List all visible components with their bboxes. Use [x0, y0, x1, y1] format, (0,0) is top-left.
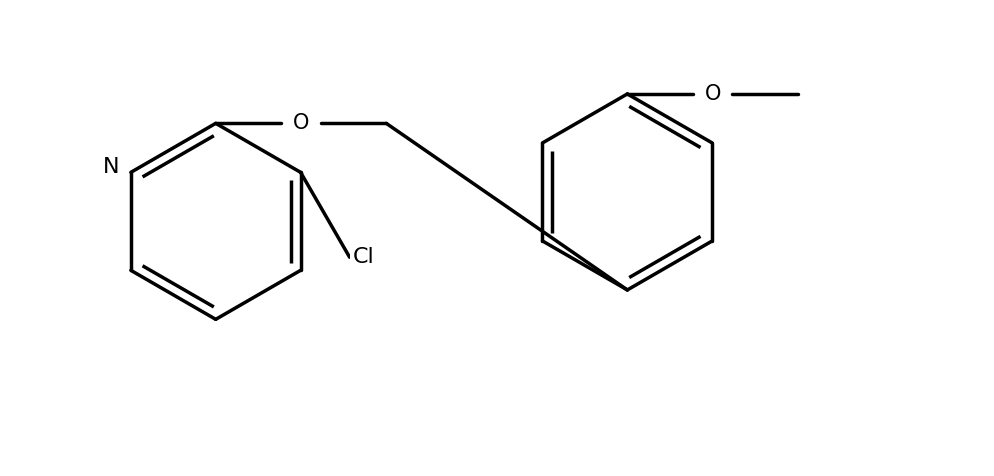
Text: N: N — [103, 158, 119, 178]
Text: O: O — [705, 84, 721, 104]
Text: Cl: Cl — [353, 247, 374, 267]
Text: O: O — [293, 113, 309, 133]
